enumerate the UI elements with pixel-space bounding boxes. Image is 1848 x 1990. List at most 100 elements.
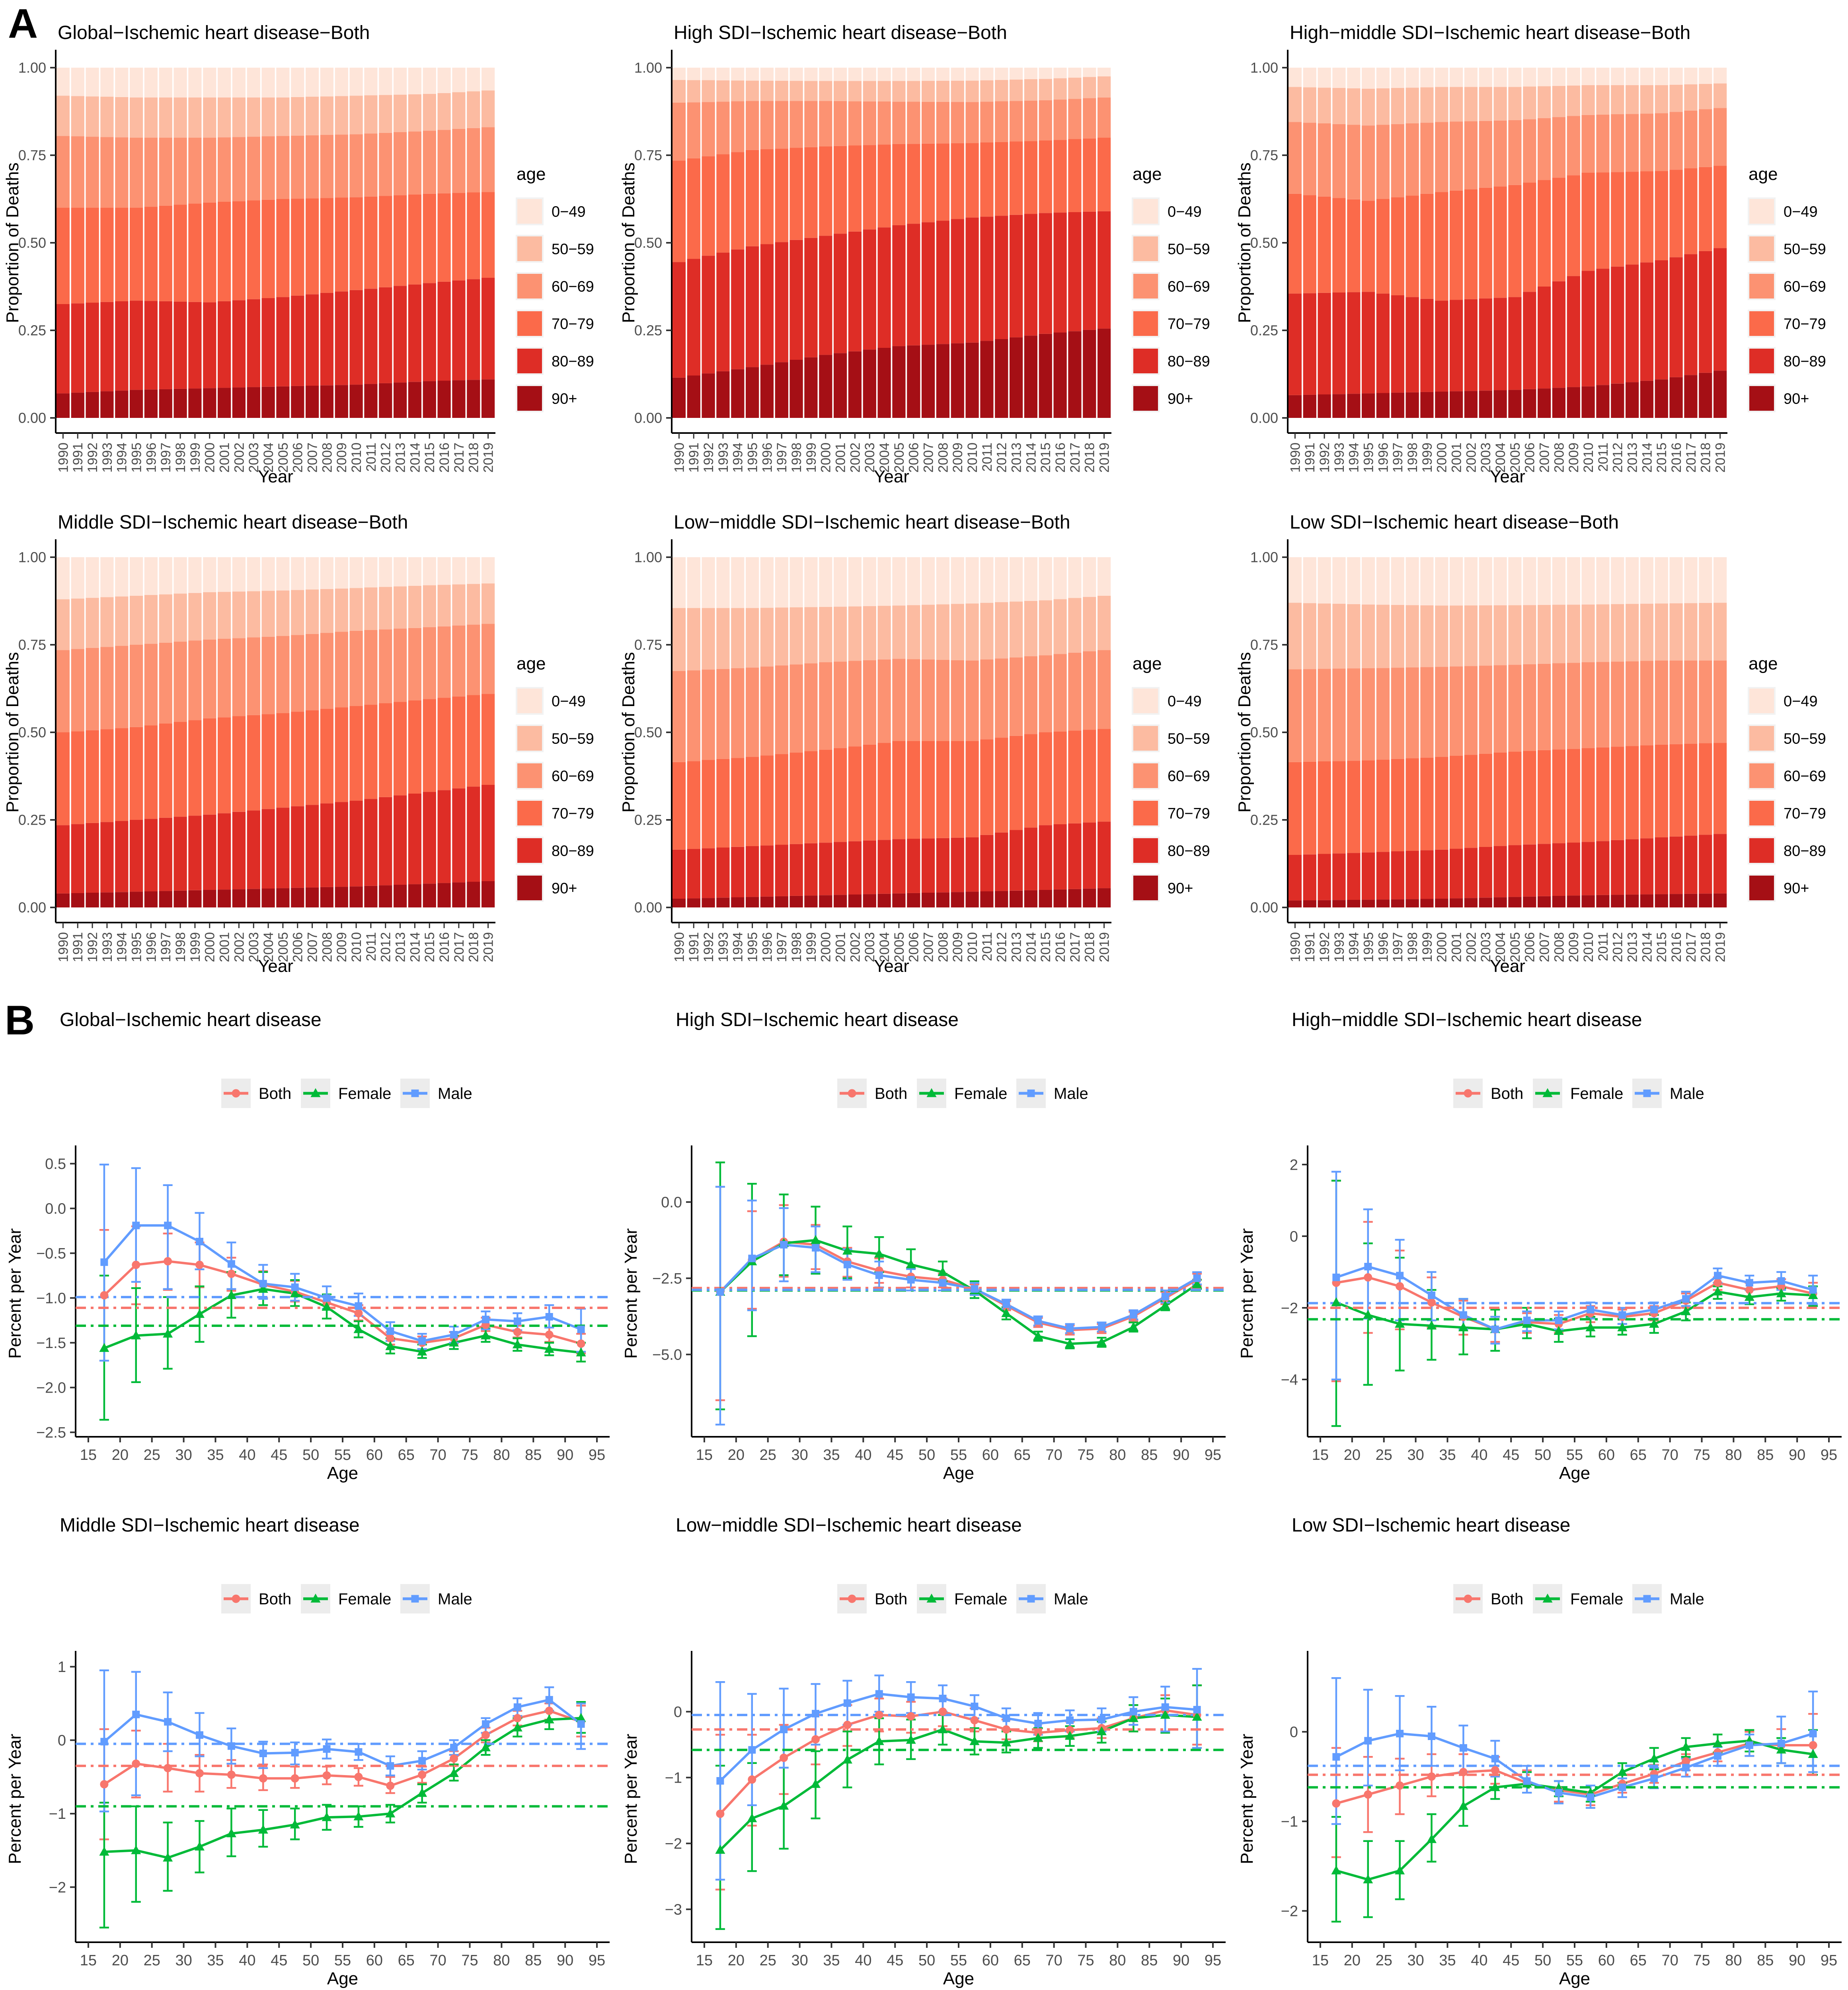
- bar-segment: [687, 608, 700, 671]
- bar-segment: [687, 849, 700, 899]
- x-tick-label: 2005: [276, 443, 291, 473]
- bar-segment: [965, 217, 979, 343]
- bar-segment: [56, 732, 70, 825]
- x-tick-label: 2006: [1522, 443, 1538, 473]
- marker-triangle: [99, 1343, 109, 1352]
- bar-segment: [1288, 762, 1302, 855]
- x-axis-title: Age: [327, 1463, 358, 1483]
- x-tick-label: 2012: [1610, 443, 1626, 473]
- bar-segment: [1611, 68, 1624, 85]
- bar-segment: [1464, 87, 1478, 121]
- marker-square: [843, 1699, 851, 1707]
- bar-segment: [144, 644, 158, 726]
- marker-square: [1643, 1089, 1651, 1097]
- marker-circle: [970, 1716, 979, 1725]
- bar-segment: [1420, 298, 1434, 392]
- marker-circle: [227, 1270, 236, 1278]
- x-tick-label: 2011: [1596, 932, 1611, 961]
- marker-square: [843, 1260, 851, 1268]
- bar-segment: [394, 795, 407, 885]
- bar-segment: [863, 145, 876, 230]
- legend-swatch: [1133, 689, 1158, 713]
- bar-segment: [1420, 557, 1434, 605]
- x-tick-label: 75: [1693, 1447, 1710, 1463]
- bar-segment: [1611, 557, 1624, 604]
- bar-segment: [56, 650, 70, 732]
- bar-segment: [144, 301, 158, 390]
- x-tick-label: 60: [982, 1952, 999, 1969]
- bar-segment: [980, 891, 994, 907]
- legend-swatch: [1749, 386, 1774, 411]
- bar-segment: [1288, 603, 1302, 669]
- bar-segment: [1684, 84, 1698, 111]
- markers-female: [1331, 1735, 1818, 1883]
- legend-swatch: [1749, 876, 1774, 900]
- bar-segment: [349, 800, 363, 887]
- bar-segment: [481, 624, 495, 694]
- bar-segment: [892, 741, 906, 839]
- marker-circle: [100, 1291, 109, 1299]
- bar-segment: [115, 646, 129, 728]
- bar-segment: [1288, 669, 1302, 762]
- bar-segment: [936, 220, 949, 344]
- bar-segment: [1523, 844, 1536, 897]
- legend-swatch: [517, 274, 542, 298]
- bar-segment: [1464, 68, 1478, 87]
- legend-swatch: [517, 311, 542, 336]
- legend-label: Both: [259, 1085, 291, 1102]
- bar-segment: [306, 634, 319, 710]
- legend-swatch: [1749, 838, 1774, 863]
- bar-segment: [1010, 79, 1023, 101]
- bar-segment: [1596, 68, 1610, 85]
- legend-label: Male: [1054, 1085, 1088, 1102]
- marker-square: [481, 1720, 489, 1728]
- legend-label: 80−89: [1168, 843, 1210, 859]
- bar-segment: [936, 892, 949, 907]
- bar-segment: [702, 898, 715, 907]
- bar-segment: [159, 301, 172, 389]
- legend-swatch: [517, 199, 542, 224]
- bar-segment: [408, 284, 421, 382]
- bar-segment: [834, 353, 847, 418]
- bar-segment: [1097, 557, 1111, 596]
- x-tick-label: 1998: [789, 443, 804, 473]
- bar-segment: [276, 97, 290, 136]
- bar-segment: [173, 722, 187, 817]
- bar-segment: [1053, 654, 1067, 732]
- x-tick-label: 2007: [1537, 443, 1552, 473]
- bar-segment: [437, 380, 451, 418]
- marker-square: [1777, 1740, 1785, 1747]
- x-tick-label: 1995: [745, 443, 760, 473]
- bar-segment: [423, 699, 436, 792]
- bar-segment: [1332, 853, 1346, 900]
- bar-segment: [819, 895, 832, 907]
- bar-segment: [731, 152, 745, 250]
- marker-square: [1364, 1263, 1372, 1270]
- y-axis-title: Proportion of Deaths: [619, 652, 638, 813]
- bar-segment: [188, 720, 202, 816]
- x-tick-label: 50: [918, 1447, 935, 1463]
- series-legend: Both Female Male: [837, 1584, 1088, 1613]
- marker-circle: [716, 1809, 725, 1818]
- x-tick-label: 1991: [70, 443, 86, 473]
- legend-label: 50−59: [1784, 730, 1826, 747]
- bar-segment: [1347, 88, 1361, 125]
- panel-a-chart-high-sdi: High SDI−Ischemic heart disease−Both Prop…: [616, 0, 1232, 490]
- bar-segment: [173, 593, 187, 642]
- marker-square: [545, 1696, 553, 1704]
- marker-circle: [513, 1714, 522, 1723]
- x-axis-title: Year: [1490, 467, 1525, 486]
- bar-segment: [306, 68, 319, 97]
- bar-segment: [863, 101, 876, 145]
- legend-title: age: [1749, 654, 1778, 673]
- legend-label: 0−49: [1168, 203, 1202, 220]
- x-tick-label: 1999: [188, 443, 203, 473]
- error-bars-female: [99, 1271, 586, 1421]
- bar-segment: [731, 847, 745, 897]
- bar-segment: [1493, 897, 1507, 907]
- legend-label: 60−69: [552, 278, 594, 295]
- marker-circle: [748, 1775, 756, 1784]
- legend-label: 0−49: [552, 203, 586, 220]
